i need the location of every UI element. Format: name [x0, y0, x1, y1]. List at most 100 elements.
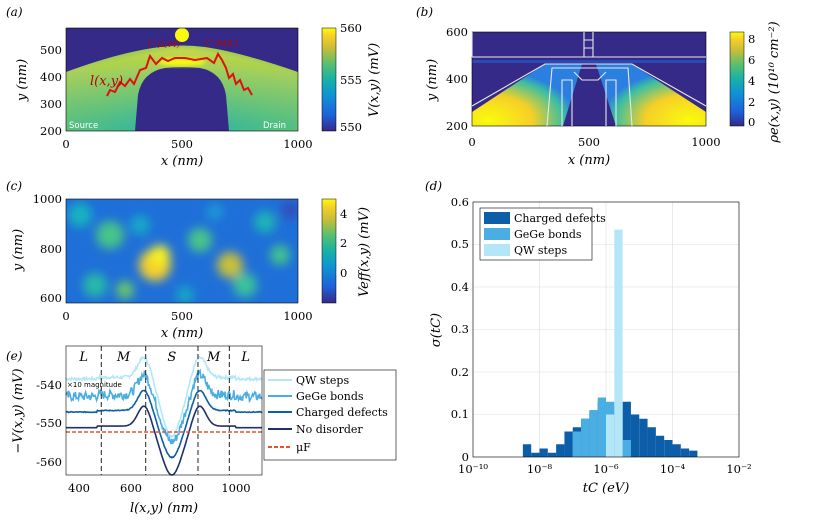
legend-swatch-charged	[484, 212, 510, 224]
legend-nodis: No disorder	[296, 423, 363, 436]
panel-b-cbar-tick: 0	[748, 115, 755, 129]
legend-mu: μF	[296, 441, 311, 454]
panel-c-xtick: 0	[62, 309, 69, 323]
panel-d-xtick: 10⁻¹⁰	[458, 462, 488, 476]
panel-a-label: (a)	[6, 5, 23, 19]
panel-d-bars	[522, 229, 698, 457]
panel-a-cbar-tick: 550	[340, 120, 362, 134]
bar-gege	[589, 410, 598, 457]
panel-b-colorbar	[729, 31, 745, 127]
panel-a: (a) l(x,y) l^(L/M) l^(M/L) Source Drain …	[6, 5, 382, 169]
legend-d-qw: QW steps	[514, 244, 567, 257]
panel-a-xtick: 1000	[283, 137, 312, 151]
panel-a-xlabel: x (nm)	[161, 154, 203, 169]
region-label: L	[78, 350, 88, 365]
panel-d-legend: Charged defects GeGe bonds QW steps	[479, 207, 606, 261]
panel-d-xtick: 10⁻⁸	[527, 462, 553, 476]
legend-d-gege: GeGe bonds	[514, 228, 582, 241]
panel-e-xtick: 1000	[221, 481, 250, 495]
panel-b-heatmap	[472, 32, 706, 126]
panel-b-ytick: 600	[446, 25, 468, 39]
panel-e-label: (e)	[6, 349, 23, 363]
line-qw-steps	[65, 355, 263, 439]
bar-gege	[581, 418, 590, 457]
panel-c: (c) 0 500 1000	[6, 179, 372, 341]
panel-a-drain: Drain	[263, 121, 286, 131]
bar-charged	[680, 448, 690, 457]
panel-b-xtick: 1000	[691, 135, 720, 149]
panel-c-cbar-tick: 0	[340, 266, 347, 280]
panel-b-xtick: 0	[468, 135, 475, 149]
bar-charged	[522, 444, 532, 457]
panel-e-ylabel: −V(x,y) (mV)	[11, 368, 26, 453]
panel-a-cbar-tick: 555	[340, 73, 362, 87]
panel-d-frame	[472, 201, 740, 458]
panel-d-xlabel: tC (eV)	[583, 481, 630, 496]
panel-d-label: (d)	[425, 179, 442, 193]
panel-c-cbar-tick: 2	[340, 236, 347, 250]
panel-e: (e) L M S M L ×10 magnitude 400 600 800 1000…	[6, 345, 397, 516]
panel-c-xtick: 500	[171, 309, 193, 323]
panel-b-ytick: 200	[446, 119, 468, 133]
panel-d-ytick: 0.6	[451, 195, 469, 209]
panel-b-cbar-tick: 6	[748, 53, 755, 67]
legend-swatch-qw	[484, 244, 510, 256]
bar-charged	[655, 435, 665, 457]
panel-d-ytick: 0.1	[451, 407, 469, 421]
panel-d-ytick: 0.2	[451, 365, 469, 379]
panel-a-path-label: l(x,y)	[90, 74, 123, 89]
region-label: M	[116, 350, 131, 365]
panel-c-xtick: 1000	[283, 309, 312, 323]
panel-e-ticks: 400 600 800 1000 -540 -550 -560	[36, 378, 250, 495]
panel-b-xlabel: x (nm)	[568, 153, 610, 168]
bar-charged	[531, 452, 540, 457]
panel-d-xtick: 10⁻⁴	[660, 462, 686, 476]
bar-charged	[539, 448, 548, 457]
panel-e-xtick: 400	[68, 481, 90, 495]
bar-charged	[564, 431, 573, 457]
panel-a-colorbar	[321, 27, 337, 132]
panel-b-xtick: 500	[578, 135, 600, 149]
panel-a-heatmap	[66, 28, 298, 131]
bar-charged	[647, 427, 656, 457]
panel-b-ylabel: y (nm)	[425, 59, 440, 102]
panel-a-ann-left: l^(L/M)	[148, 40, 180, 49]
panel-b-cbar-tick: 8	[748, 32, 755, 46]
bar-charged	[672, 444, 681, 457]
bar-qw	[614, 229, 623, 457]
panel-d-ticks: 10⁻¹⁰ 10⁻⁸ 10⁻⁶ 10⁻⁴ 10⁻² 0 0.1 0.2 0.3 …	[451, 195, 752, 476]
panel-e-xtick: 600	[120, 481, 142, 495]
panel-c-cbar-tick: 4	[340, 207, 347, 221]
panel-a-ytick: 200	[40, 124, 62, 138]
panel-a-ann-right: l^(M/L)	[206, 39, 238, 48]
panel-c-cbar-label: Veff(x,y) (mV)	[357, 207, 372, 297]
panel-d-ylabel: σ(tC)	[429, 313, 444, 347]
bar-charged	[639, 418, 648, 457]
panel-a-ytick: 300	[40, 97, 62, 111]
panel-e-ytick: -560	[36, 455, 62, 469]
panel-d-xtick: 10⁻²	[726, 462, 751, 476]
bar-charged	[622, 401, 631, 457]
panel-a-xticks: 0 500 1000	[62, 137, 312, 151]
panel-c-ytick: 1000	[33, 192, 62, 206]
legend-charged: Charged defects	[296, 406, 388, 419]
panel-a-xtick: 500	[171, 137, 193, 151]
panel-e-ytick: -540	[36, 378, 62, 392]
panel-c-heatmap	[66, 199, 298, 303]
panel-a-ylabel: y (nm)	[15, 59, 30, 102]
panel-e-legend: QW steps GeGe bonds Charged defects No d…	[263, 369, 397, 461]
region-label: M	[206, 350, 221, 365]
panel-e-ytick: -550	[36, 416, 62, 430]
panel-d-ytick: 0.3	[451, 322, 469, 336]
panel-a-xtick: 0	[62, 137, 69, 151]
bar-gege	[572, 431, 582, 457]
panel-a-yticks: 200 300 400 500	[40, 43, 62, 138]
panel-b-ytick: 400	[446, 72, 468, 86]
bar-charged	[547, 452, 557, 457]
panel-d-ytick: 0.4	[451, 280, 469, 294]
panel-a-source: Source	[69, 121, 98, 131]
panel-c-label: (c)	[6, 179, 22, 193]
panel-a-cbar-tick: 560	[340, 21, 362, 35]
bar-qw	[606, 414, 615, 457]
